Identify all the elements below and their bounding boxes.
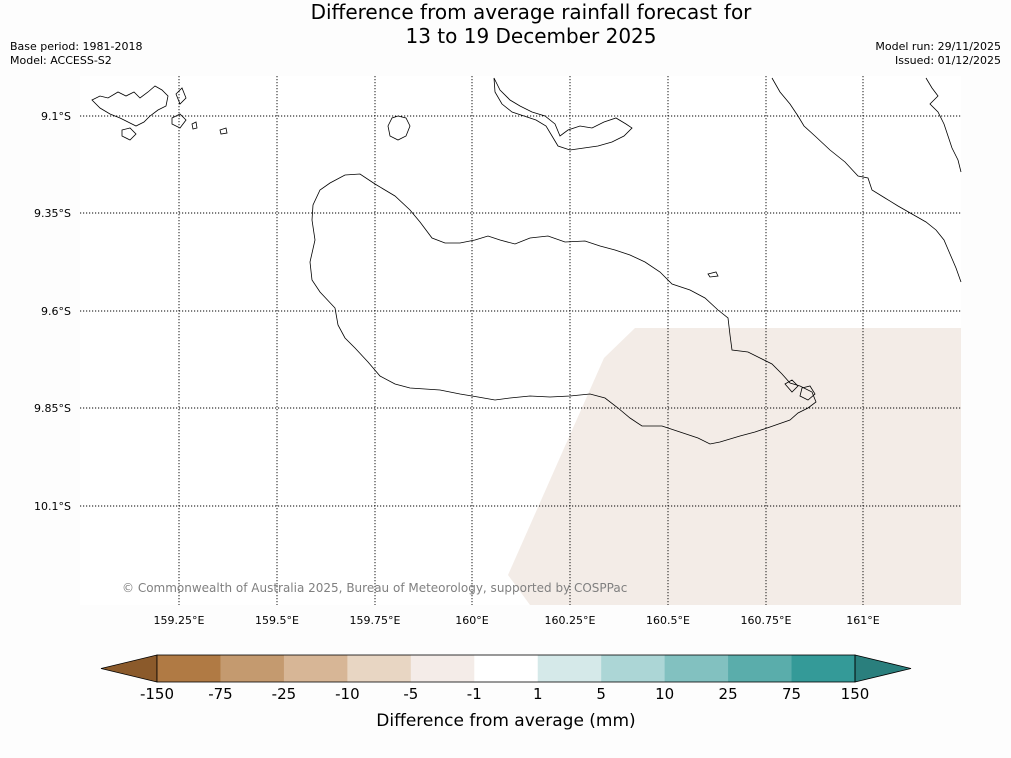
colorbar-tick-label: 10: [655, 685, 674, 703]
colorbar-tick-label: 150: [841, 685, 870, 703]
coastline-islet: [219, 127, 228, 135]
lon-label: 159.75°E: [350, 614, 401, 627]
copyright-text: © Commonwealth of Australia 2025, Bureau…: [122, 581, 627, 595]
lat-label: 9.85°S: [34, 402, 71, 415]
gridlines: [80, 76, 961, 605]
colorbar-tick-label: 25: [719, 685, 738, 703]
lat-labels: 9.1°S 9.35°S 9.6°S 9.85°S 10.1°S: [34, 110, 71, 513]
meta-right: Model run: 29/11/2025 Issued: 01/12/2025: [875, 40, 1001, 68]
colorbar-swatch: [474, 655, 539, 682]
lat-label: 10.1°S: [34, 500, 71, 513]
meta-left: Base period: 1981-2018 Model: ACCESS-S2: [10, 40, 142, 68]
title-line-2: 13 to 19 December 2025: [405, 24, 657, 48]
forecast-region: [508, 328, 961, 605]
issued-text: Issued: 01/12/2025: [894, 54, 1001, 67]
map-title: Difference from average rainfall forecas…: [0, 0, 1011, 48]
model-run-text: Model run: 29/11/2025: [875, 40, 1001, 53]
lon-label: 159.25°E: [154, 614, 205, 627]
colorbar-ticks: -150 -75 -25 -10 -5 -1 1 5 10 25 75 150: [140, 685, 869, 703]
coastline-malaita-north: [925, 77, 962, 173]
base-period-text: Base period: 1981-2018: [10, 40, 143, 53]
colorbar-outline: [156, 654, 856, 683]
lon-label: 160°E: [455, 614, 488, 627]
coastline-guadalcanal: [309, 173, 817, 445]
coastline-florida-islands: [493, 77, 633, 151]
colorbar-tick-label: 5: [596, 685, 606, 703]
colorbar-label: Difference from average (mm): [376, 711, 635, 731]
coastline-malaita: [771, 77, 962, 283]
colorbar-swatch: [220, 655, 285, 682]
lon-label: 160.75°E: [741, 614, 792, 627]
coastline-islet: [171, 113, 187, 129]
lon-label: 161°E: [846, 614, 879, 627]
colorbar-swatch: [791, 655, 856, 682]
coastline-islet: [799, 385, 816, 401]
coastline-savo: [387, 115, 411, 141]
lon-labels: 159.25°E 159.5°E 159.75°E 160°E 160.25°E…: [154, 614, 880, 627]
model-text: Model: ACCESS-S2: [10, 54, 112, 67]
colorbar-tick-label: -25: [272, 685, 297, 703]
colorbar-swatch: [664, 655, 729, 682]
colorbar-tick-label: -10: [335, 685, 360, 703]
coastline-islet: [191, 121, 198, 130]
colorbar-swatch: [728, 655, 793, 682]
colorbar-swatch: [537, 655, 602, 682]
colorbar-tick-label: -5: [403, 685, 418, 703]
coastline-islet: [121, 127, 137, 141]
colorbar-swatch: [283, 655, 348, 682]
colorbar-swatch: [410, 655, 475, 682]
lon-label: 160.5°E: [646, 614, 690, 627]
colorbar-tick-label: 1: [533, 685, 543, 703]
colorbar-extend-low: [100, 654, 158, 683]
colorbar-swatch: [347, 655, 412, 682]
lat-label: 9.1°S: [41, 110, 71, 123]
title-line-1: Difference from average rainfall forecas…: [310, 0, 752, 24]
lat-label: 9.6°S: [41, 305, 71, 318]
colorbar-swatch: [601, 655, 666, 682]
colorbar-tick-label: 75: [782, 685, 801, 703]
coastline-islet: [707, 271, 719, 278]
colorbar-extend-high: [854, 654, 912, 683]
colorbar-tick-label: -150: [140, 685, 174, 703]
lon-label: 159.5°E: [255, 614, 299, 627]
colorbar-swatch: [157, 655, 221, 682]
coastlines: [91, 77, 962, 445]
lon-label: 160.25°E: [545, 614, 596, 627]
colorbar-tick-label: -1: [467, 685, 482, 703]
colorbar-tick-label: -75: [208, 685, 233, 703]
colorbar: [100, 654, 912, 683]
coastline-russell-islands: [91, 85, 169, 127]
lat-label: 9.35°S: [34, 207, 71, 220]
coastline-islet: [784, 379, 799, 393]
